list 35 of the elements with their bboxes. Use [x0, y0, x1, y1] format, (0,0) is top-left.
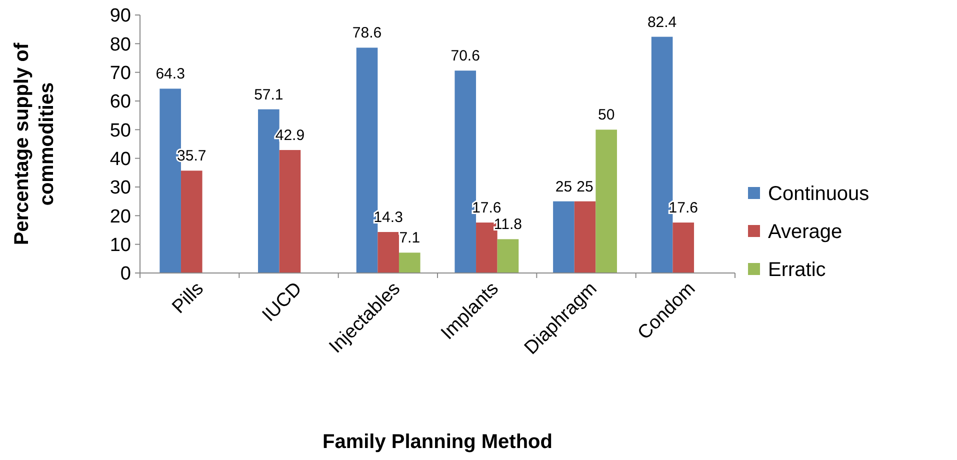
y-tick-label: 60 [110, 92, 131, 113]
data-label: 82.4 [647, 14, 677, 31]
data-label: 70.6 [450, 48, 480, 65]
y-tick-label: 80 [110, 34, 131, 56]
y-tick-label: 90 [110, 6, 131, 27]
legend-label: Continuous [768, 183, 870, 205]
data-label: 78.6 [352, 24, 382, 42]
data-label: 25 [555, 178, 572, 196]
legend-label: Erratic [768, 259, 826, 281]
data-label: 64.3 [156, 66, 185, 83]
bar [553, 201, 574, 273]
bar [574, 201, 596, 273]
y-tick-label: 50 [110, 120, 131, 142]
y-tick-label: 70 [110, 62, 131, 84]
y-tick-label: 40 [110, 148, 131, 170]
bar [398, 252, 420, 273]
bar [279, 150, 301, 273]
legend-label: Average [768, 221, 842, 243]
bar [378, 232, 399, 273]
y-tick-label: 30 [110, 178, 131, 199]
y-tick-label: 10 [110, 234, 131, 256]
data-label: 25 [576, 178, 594, 196]
x-tick-label: Pills [168, 278, 208, 318]
bar [596, 130, 617, 273]
bar [497, 239, 519, 273]
y-tick-label: 0 [120, 264, 131, 285]
y-axis-title: Percentage supply of commodities [11, 42, 58, 246]
data-label: 11.8 [494, 216, 522, 234]
data-label: 7.1 [399, 230, 420, 247]
bar [180, 170, 202, 273]
data-label: 57.1 [254, 86, 284, 104]
x-axis-title: Family Planning Method [322, 431, 553, 453]
data-label: 50 [598, 106, 615, 124]
bar [672, 222, 694, 273]
y-tick-label: 20 [110, 206, 131, 228]
